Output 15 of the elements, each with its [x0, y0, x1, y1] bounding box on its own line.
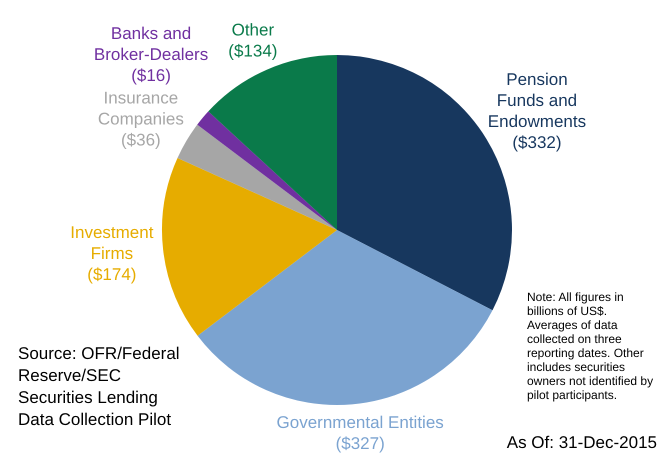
text: Note: All figures in billions of US$. Averages of data collected on three reporting dates. Other includes securities owners not identified by pilot participants.: [527, 290, 654, 402]
source-note: Source: OFR/Federal Reserve/SEC Securities Lending Data Collection Pilot: [18, 343, 181, 431]
data-label: ($332): [512, 133, 562, 152]
data-label: ($174): [87, 265, 136, 284]
text: As Of: 31-Dec-2015: [506, 433, 657, 453]
slice-label: Investment Firms: [70, 223, 154, 263]
slice-label: Other: [232, 20, 274, 40]
data-label: ($327): [336, 434, 385, 454]
slice-label: Governmental Entities: [276, 413, 444, 432]
slice-label: Insurance Companies: [98, 88, 184, 128]
slice-label: Pension Funds and Endowments: [488, 70, 586, 132]
data-label: ($36): [121, 130, 161, 150]
data-label: ($16): [131, 66, 171, 86]
slice-label: Banks and Broker-Dealers: [94, 24, 208, 64]
data-label: ($134): [228, 42, 278, 61]
